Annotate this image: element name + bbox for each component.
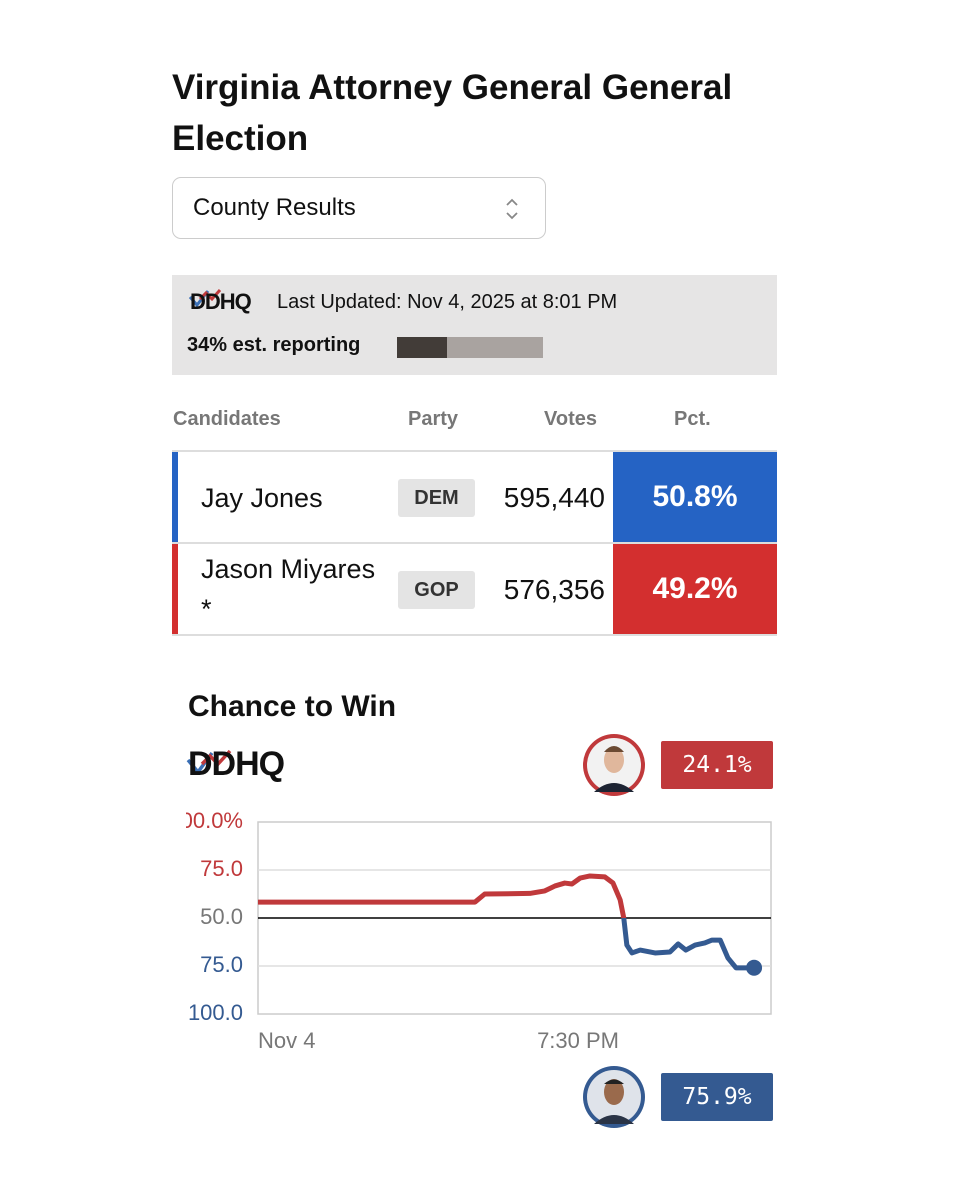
candidate-name: Jay Jones [201, 483, 323, 513]
column-header: Pct. [674, 408, 711, 430]
y-tick-labels: 100.0% 75.0 50.0 75.0 100.0 [168, 808, 243, 1025]
percent: 49.2% [613, 544, 777, 634]
votes: 595,440 [503, 482, 605, 513]
divider [172, 450, 777, 452]
logo: DDHQ [188, 745, 285, 783]
chance-line [258, 873, 755, 971]
logo-check [188, 289, 222, 308]
last-updated: Last Updated: Nov 4, 2025 at 8:01 PM [277, 291, 618, 313]
party-badge: GOP [398, 571, 475, 609]
x-tick-label: 7:30 PM [537, 1028, 619, 1053]
y-tick-label: 75.0 [200, 856, 243, 881]
reporting-label: 34% est. reporting [187, 334, 361, 356]
dropdown-arrows [506, 198, 518, 220]
logo-check [186, 749, 232, 775]
candidate-name: Jason Miyares * [201, 554, 376, 624]
dropdown-label: County Results [193, 194, 356, 221]
table-row: Jay Jones DEM 595,440 50.8% [172, 452, 777, 544]
votes: 576,356 [503, 574, 605, 605]
chart-title: Chance to Win [188, 690, 397, 723]
status-box: DDHQ Last Updated: Nov 4, 2025 at 8:01 P… [172, 275, 777, 375]
column-header: Candidates [173, 408, 281, 430]
party-badge: DEM [398, 479, 475, 517]
y-tick-label: 100.0% [168, 808, 243, 833]
end-dot [746, 959, 763, 976]
x-tick-label: Nov 4 [258, 1028, 315, 1053]
y-tick-label: 50.0 [200, 904, 243, 929]
chance-badge: 24.1% [661, 741, 773, 789]
avatar [583, 734, 645, 796]
column-header: Votes [544, 408, 597, 430]
table-row: Jason Miyares * GOP 576,356 49.2% [172, 544, 777, 636]
reporting-fill [397, 337, 447, 358]
party-stripe [172, 544, 178, 634]
chance-badge: 75.9% [661, 1073, 773, 1121]
y-tick-label: 75.0 [200, 952, 243, 977]
percent: 50.8% [613, 452, 777, 542]
avatar [583, 1066, 645, 1128]
logo: DDHQ [190, 289, 252, 314]
column-header: Party [408, 408, 459, 430]
y-tick-label: 100.0 [188, 1000, 243, 1025]
dropdown[interactable]: County Results [172, 177, 546, 239]
party-stripe [172, 452, 178, 542]
page-title: Virginia Attorney General General Electi… [172, 68, 733, 158]
reporting-bar [397, 337, 543, 358]
